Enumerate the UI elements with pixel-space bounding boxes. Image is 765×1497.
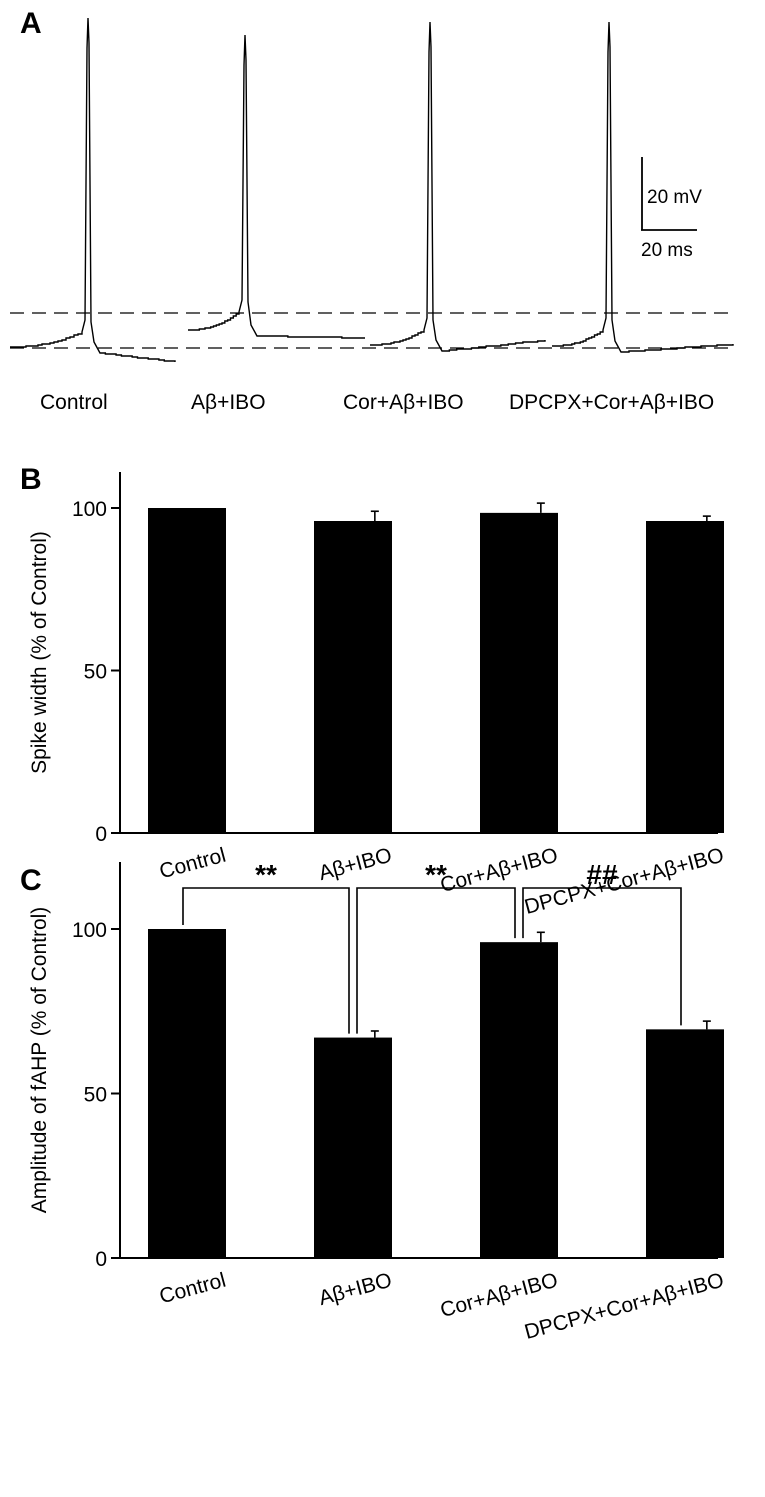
voltage-traces	[10, 17, 734, 362]
significance-label-0: **	[255, 859, 277, 890]
significance-label-1: **	[425, 859, 447, 890]
significance-label-2: ##	[586, 859, 618, 890]
y-tick-label: 100	[72, 498, 107, 521]
y-axis-label: Amplitude of fAHP (% of Control)	[28, 907, 51, 1214]
panel-c-chart: C 0 50 100 Amplitude of fAHP (% of Control)…	[20, 859, 726, 1344]
x-tick-label-1: Aβ+IBO	[316, 1269, 394, 1311]
bar-2	[480, 942, 558, 1258]
significance-bracket-0	[182, 887, 350, 1034]
y-axis-label: Spike width (% of Control)	[28, 531, 51, 774]
scale-bar-voltage-label: 20 mV	[647, 187, 702, 208]
panel-a-letter: A	[20, 7, 42, 40]
scale-bar-time-label: 20 ms	[641, 240, 693, 261]
condition-label-control: Control	[40, 391, 108, 414]
voltage-trace-3	[370, 21, 546, 352]
panel-c-letter: C	[20, 864, 42, 897]
x-tick-label-1: Aβ+IBO	[316, 844, 394, 886]
panel-a: A 20 mV 20 ms Control Aβ+IBO Cor+Aβ+IBO …	[10, 7, 735, 414]
y-tick-label: 100	[72, 919, 107, 942]
bar-3	[646, 521, 724, 833]
scale-bar: 20 mV 20 ms	[641, 157, 702, 261]
significance-bracket-1	[356, 887, 516, 1034]
bar-0	[148, 929, 226, 1258]
significance-bracket-2	[522, 887, 682, 1026]
bar-0	[148, 508, 226, 833]
panel-b-chart: B 0 50 100 Spike width (% of Control) Contro…	[20, 463, 726, 919]
y-tick-label: 0	[95, 823, 107, 846]
x-tick-label-0: Control	[157, 844, 228, 884]
condition-label-dpcpx-cor-abeta-ibo: DPCPX+Cor+Aβ+IBO	[509, 391, 714, 414]
x-tick-label-2: Cor+Aβ+IBO	[438, 1269, 560, 1322]
y-tick-label: 50	[84, 661, 107, 684]
x-tick-label-0: Control	[157, 1269, 228, 1309]
bar-2	[480, 512, 558, 833]
bar-1	[314, 521, 392, 833]
x-tick-label-2: Cor+Aβ+IBO	[438, 844, 560, 897]
bar-1	[314, 1037, 392, 1258]
condition-label-abeta-ibo: Aβ+IBO	[191, 391, 266, 414]
y-tick-label: 50	[84, 1084, 107, 1107]
panel-b-letter: B	[20, 463, 42, 496]
voltage-trace-1	[10, 17, 176, 362]
voltage-trace-4	[552, 21, 734, 353]
voltage-trace-2	[188, 34, 365, 339]
bar-3	[646, 1029, 724, 1258]
condition-label-cor-abeta-ibo: Cor+Aβ+IBO	[343, 391, 464, 414]
y-tick-label: 0	[95, 1248, 107, 1271]
